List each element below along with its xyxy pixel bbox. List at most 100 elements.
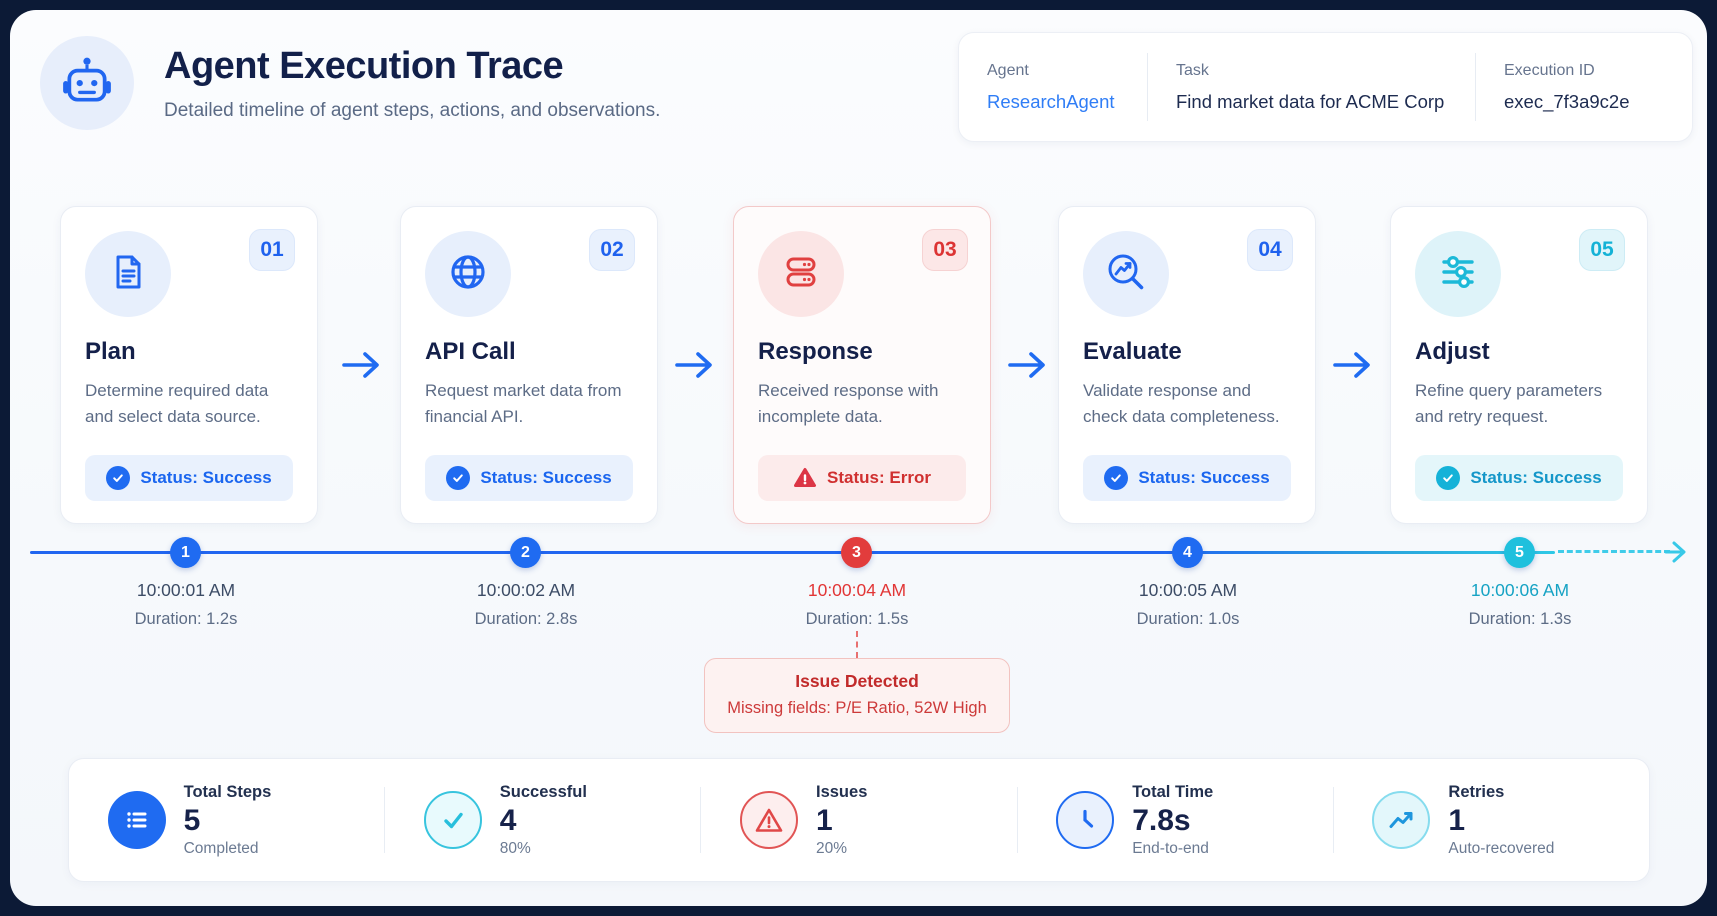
timeline-label-3: 10:00:04 AM Duration: 1.5s: [747, 580, 967, 629]
stat-sub: Completed: [183, 839, 259, 857]
list-icon: [107, 791, 166, 849]
clipboard-icon: [106, 250, 150, 299]
stat-sub: Auto-recovered: [1448, 839, 1555, 857]
stat-value: 1: [1448, 803, 1466, 837]
step-description: Received response with incomplete data.: [758, 381, 939, 426]
server-icon: [779, 250, 823, 299]
duration: Duration: 2.8s: [474, 610, 578, 628]
meta-execution-id: Execution ID exec_7f3a9c2e: [1476, 33, 1692, 141]
stat-successful: Successful 4 80%: [385, 783, 700, 858]
agent-value[interactable]: ResearchAgent: [987, 90, 1115, 112]
robot-avatar: [40, 36, 134, 130]
page-title: Agent Execution Trace: [164, 44, 564, 87]
timestamp: 10:00:04 AM: [807, 580, 907, 600]
stat-label: Issues: [816, 782, 868, 801]
step-title: Plan: [85, 338, 136, 365]
issue-title: Issue Detected: [795, 671, 919, 691]
step-number-badge: 04: [1247, 229, 1293, 271]
main-panel: Agent Execution Trace Detailed timeline …: [10, 10, 1707, 906]
step-number-badge: 02: [589, 229, 635, 271]
step-card-api-call[interactable]: 02 API Call Request market data from fin…: [400, 206, 658, 524]
timeline-label-5: 10:00:06 AM Duration: 1.3s: [1410, 580, 1630, 629]
arrow-right-icon: [1331, 348, 1375, 387]
check-icon: [423, 791, 482, 849]
timeline-node-3[interactable]: 3: [841, 537, 872, 568]
execution-id-value: exec_7f3a9c2e: [1504, 90, 1630, 112]
stat-sub: End-to-end: [1132, 839, 1209, 857]
timeline-node-5[interactable]: 5: [1504, 537, 1535, 568]
timeline-node-4[interactable]: 4: [1172, 537, 1203, 568]
step-number-badge: 01: [249, 229, 295, 271]
duration: Duration: 1.2s: [134, 610, 238, 628]
step-card-adjust[interactable]: 05 Adjust Refine query parameters and re…: [1390, 206, 1648, 524]
stat-divider: [1016, 787, 1018, 853]
execution-meta-card: Agent ResearchAgent Task Find market dat…: [958, 32, 1693, 142]
status-label: Status: Success: [1138, 468, 1270, 487]
issue-connector-line: [856, 631, 858, 658]
step-number-badge: 05: [1579, 229, 1625, 271]
check-circle-icon: [106, 466, 131, 490]
check-circle-icon: [1436, 466, 1461, 490]
timeline-label-2: 10:00:02 AM Duration: 2.8s: [416, 580, 636, 629]
step-title: Response: [758, 338, 873, 365]
status-label: Status: Error: [827, 468, 931, 487]
stat-value: 4: [499, 803, 517, 837]
arrow-right-icon: [673, 348, 717, 387]
stat-value: 1: [816, 803, 833, 837]
check-circle-icon: [1104, 466, 1129, 490]
meta-divider: [1475, 53, 1476, 121]
step-description: Validate response and check data complet…: [1083, 381, 1280, 426]
issue-detail: Missing fields: P/E Ratio, 52W High: [727, 699, 987, 717]
stat-value: 5: [183, 803, 201, 837]
globe-icon: [446, 250, 490, 299]
timeline-node-1[interactable]: 1: [170, 537, 201, 568]
sliders-icon: [1436, 250, 1480, 299]
arrow-right-icon: [340, 348, 384, 387]
stat-label: Retries: [1448, 782, 1505, 801]
step-card-plan[interactable]: 01 Plan Determine required data and sele…: [60, 206, 318, 524]
step-description: Refine query parameters and retry reques…: [1415, 381, 1603, 426]
task-label: Task: [1176, 61, 1209, 79]
status-badge: Status: Error: [758, 455, 966, 501]
step-card-evaluate[interactable]: 04 Evaluate Validate response and check …: [1058, 206, 1316, 524]
status-badge: Status: Success: [85, 455, 293, 501]
step-title: Evaluate: [1083, 338, 1182, 365]
arrow-right-icon: [1006, 348, 1050, 387]
stat-label: Successful: [499, 782, 587, 801]
stat-label: Total Time: [1132, 782, 1214, 801]
stat-sub: 20%: [816, 839, 848, 857]
status-badge: Status: Success: [1083, 455, 1291, 501]
meta-agent: Agent ResearchAgent: [959, 33, 1147, 141]
timeline-dashed-line: [1558, 550, 1670, 553]
stat-divider: [1332, 787, 1334, 853]
timeline-line: [30, 551, 1555, 554]
duration: Duration: 1.5s: [805, 610, 909, 628]
timeline-node-2[interactable]: 2: [510, 537, 541, 568]
status-badge: Status: Success: [1415, 455, 1623, 501]
timeline-label-4: 10:00:05 AM Duration: 1.0s: [1078, 580, 1298, 629]
status-label: Status: Success: [140, 468, 272, 487]
stat-divider: [384, 787, 386, 853]
stat-total-steps: Total Steps 5 Completed: [69, 783, 384, 858]
stat-total-time: Total Time 7.8s End-to-end: [1018, 783, 1333, 858]
robot-icon: [60, 54, 114, 113]
agent-label: Agent: [987, 61, 1029, 79]
warning-triangle-icon: [793, 466, 817, 490]
warning-icon: [740, 791, 798, 849]
execution-id-label: Execution ID: [1504, 61, 1595, 79]
meta-task: Task Find market data for ACME Corp: [1148, 33, 1475, 141]
stat-sub: 80%: [499, 839, 531, 857]
timeline-arrow-icon: [1664, 538, 1692, 571]
header: Agent Execution Trace Detailed timeline …: [40, 36, 660, 130]
step-title: API Call: [425, 338, 516, 365]
magnifier-trend-icon: [1104, 250, 1148, 299]
status-label: Status: Success: [1470, 468, 1602, 487]
page-subtitle: Detailed timeline of agent steps, action…: [164, 99, 661, 121]
check-circle-icon: [446, 466, 471, 490]
stat-value: 7.8s: [1132, 803, 1191, 837]
step-number-badge: 03: [922, 229, 968, 271]
step-card-response[interactable]: 03 Response Received response with incom…: [733, 206, 991, 524]
meta-divider: [1147, 53, 1148, 121]
stat-issues: Issues 1 20%: [701, 783, 1016, 858]
clock-icon: [1056, 791, 1115, 849]
